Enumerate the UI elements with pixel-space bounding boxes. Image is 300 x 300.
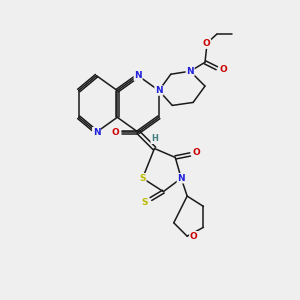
Text: H: H bbox=[151, 134, 158, 143]
Text: N: N bbox=[177, 174, 185, 183]
Text: N: N bbox=[155, 86, 163, 95]
Text: O: O bbox=[111, 128, 119, 137]
Text: N: N bbox=[134, 71, 142, 80]
Text: O: O bbox=[193, 148, 200, 158]
Text: S: S bbox=[139, 174, 146, 183]
Text: N: N bbox=[93, 128, 100, 137]
Text: O: O bbox=[220, 65, 227, 74]
Text: N: N bbox=[186, 67, 194, 76]
Text: S: S bbox=[141, 197, 148, 206]
Text: O: O bbox=[202, 39, 210, 48]
Text: O: O bbox=[190, 232, 198, 241]
